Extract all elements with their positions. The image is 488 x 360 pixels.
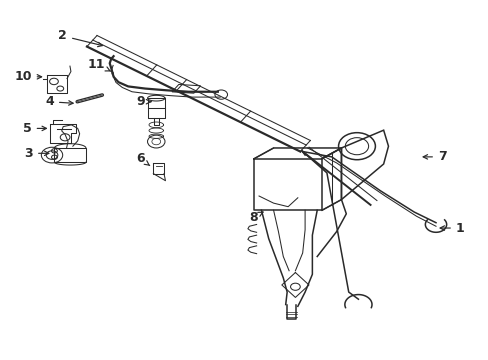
Text: 2: 2: [58, 30, 102, 47]
Text: 11: 11: [88, 58, 110, 71]
Text: 1: 1: [439, 221, 464, 234]
Text: 3: 3: [24, 147, 49, 160]
Text: 5: 5: [23, 122, 46, 135]
Text: 7: 7: [422, 150, 446, 163]
Text: 9: 9: [136, 95, 150, 108]
Text: 8: 8: [248, 211, 263, 224]
Text: 10: 10: [14, 70, 41, 83]
Text: 4: 4: [45, 95, 73, 108]
Text: 6: 6: [136, 152, 149, 166]
